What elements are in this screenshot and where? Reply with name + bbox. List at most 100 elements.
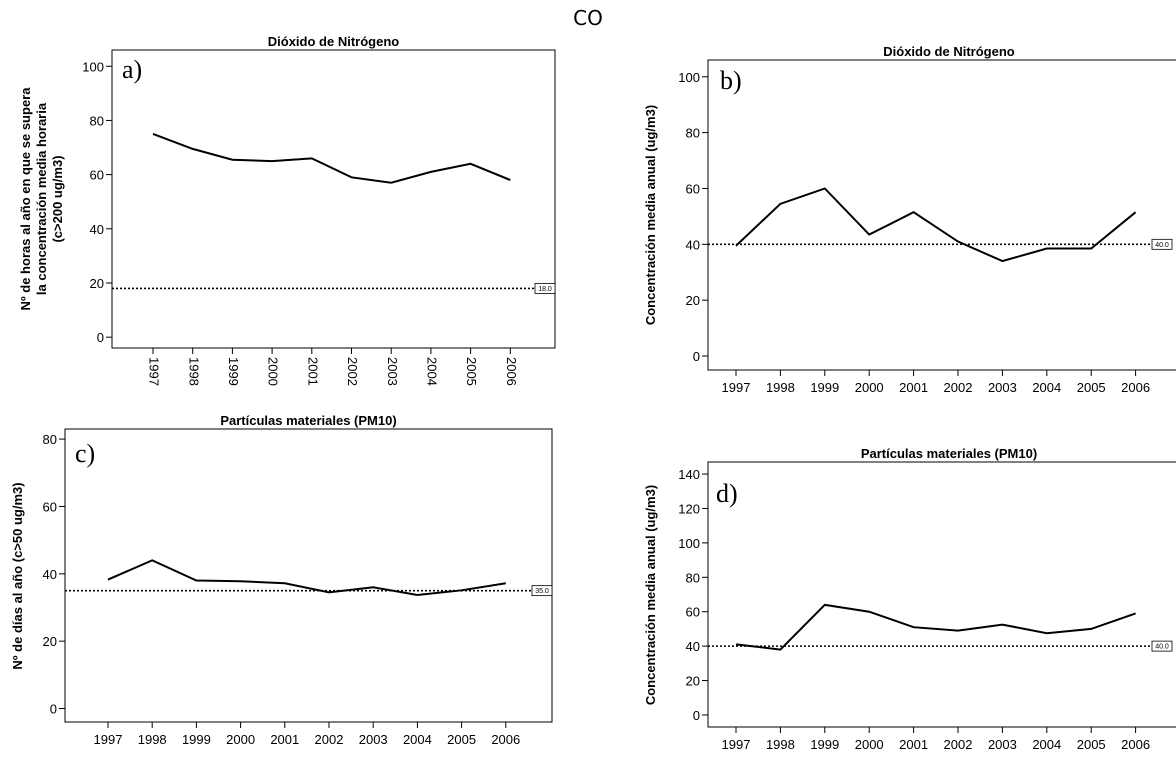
y-tick-label: 60: [43, 499, 57, 514]
y-tick-label: 40: [686, 639, 700, 654]
x-tick-label: 2001: [899, 380, 928, 395]
y-axis-label: Concentración media anual (ug/m3): [643, 485, 658, 705]
plot-frame: [707, 59, 1176, 371]
y-tick-label: 60: [90, 168, 104, 183]
data-point: [461, 589, 463, 591]
y-tick-label: 80: [686, 570, 700, 585]
y-tick-label: 120: [678, 501, 700, 516]
y-axis-label: (c>200 ug/m3): [50, 155, 65, 242]
y-axis-label: Nº de horas al año en que se supera: [18, 87, 33, 311]
series-line: [735, 187, 1137, 263]
chart-title: Dióxido de Nitrógeno: [883, 44, 1015, 59]
data-point: [1090, 248, 1092, 250]
y-tick-label: 100: [678, 70, 700, 85]
y-tick-label: 20: [686, 674, 700, 689]
data-point: [1135, 211, 1137, 213]
y-tick-label: 80: [90, 113, 104, 128]
x-tick-label: 2003: [988, 737, 1017, 752]
x-tick-label: 2004: [403, 732, 432, 747]
x-tick-label: 2005: [1077, 380, 1106, 395]
reference-label: 18.0: [538, 286, 552, 293]
data-point: [416, 594, 418, 596]
y-tick-label: 60: [686, 181, 700, 196]
data-point: [390, 182, 392, 184]
reference-label: 40.0: [1155, 644, 1169, 651]
data-point: [231, 159, 233, 161]
data-point: [735, 643, 737, 645]
data-point: [1046, 248, 1048, 250]
x-tick-label: 2005: [464, 357, 479, 386]
y-tick-label: 100: [82, 59, 104, 74]
data-point: [1090, 628, 1092, 630]
x-tick-label: 2004: [1032, 737, 1061, 752]
plot-frame: [707, 461, 1176, 728]
x-tick-label: 2000: [226, 732, 255, 747]
data-point: [1001, 260, 1003, 262]
data-point: [107, 579, 109, 581]
x-tick-label: 1997: [722, 380, 751, 395]
data-point: [1135, 612, 1137, 614]
x-tick-label: 2006: [1121, 380, 1150, 395]
chart-title: Partículas materiales (PM10): [220, 413, 396, 428]
x-tick-label: 1998: [186, 357, 201, 386]
data-point: [779, 649, 781, 651]
y-tick-label: 100: [678, 536, 700, 551]
panel-letter: a): [122, 55, 142, 84]
x-tick-label: 2001: [305, 357, 320, 386]
data-point: [913, 626, 915, 628]
data-point: [152, 133, 154, 135]
figure-title: CO: [573, 6, 603, 30]
x-tick-label: 1998: [766, 380, 795, 395]
x-tick-label: 1997: [147, 357, 162, 386]
x-tick-label: 2002: [944, 737, 973, 752]
y-tick-label: 40: [686, 237, 700, 252]
data-point: [470, 163, 472, 165]
x-tick-label: 2001: [899, 737, 928, 752]
y-tick-label: 40: [43, 567, 57, 582]
data-point: [192, 148, 194, 150]
x-tick-label: 2006: [491, 732, 520, 747]
x-tick-label: 1999: [182, 732, 211, 747]
reference-label: 40.0: [1155, 242, 1169, 249]
x-tick-label: 2002: [345, 357, 360, 386]
y-tick-label: 0: [693, 708, 700, 723]
x-tick-label: 2000: [855, 380, 884, 395]
y-tick-label: 20: [43, 634, 57, 649]
y-tick-label: 0: [50, 702, 57, 717]
series-line: [107, 559, 506, 597]
y-tick-label: 60: [686, 605, 700, 620]
chart-panel-a: Dióxido de Nitrógeno a) 0 20 40 60 80 100 1997 19…: [18, 34, 556, 386]
data-point: [957, 630, 959, 632]
data-point: [328, 591, 330, 593]
x-tick-label: 2001: [270, 732, 299, 747]
x-tick-label: 2000: [855, 737, 884, 752]
x-tick-label: 2003: [359, 732, 388, 747]
y-tick-label: 40: [90, 222, 104, 237]
data-point: [430, 171, 432, 173]
y-tick-label: 140: [678, 467, 700, 482]
data-point: [824, 604, 826, 606]
y-axis-label: Concentración media anual (ug/m3): [643, 105, 658, 325]
y-tick-label: 0: [693, 349, 700, 364]
y-tick-label: 80: [686, 126, 700, 141]
y-tick-label: 0: [97, 330, 104, 345]
data-point: [505, 582, 507, 584]
y-axis-label: la concentración media horaria: [34, 102, 49, 295]
x-tick-label: 1999: [226, 357, 241, 386]
data-point: [271, 160, 273, 162]
x-tick-label: 1997: [94, 732, 123, 747]
x-tick-label: 2004: [1032, 380, 1061, 395]
x-tick-label: 2004: [424, 357, 439, 386]
series-line: [152, 133, 511, 184]
y-tick-label: 20: [90, 276, 104, 291]
x-tick-label: 1999: [810, 380, 839, 395]
chart-title: Partículas materiales (PM10): [861, 446, 1037, 461]
reference-label-box: [534, 282, 556, 294]
data-point: [868, 611, 870, 613]
panel-letter: d): [716, 479, 738, 508]
y-tick-label: 80: [43, 432, 57, 447]
chart-panel-d: Partículas materiales (PM10) d) 0 20 40 60 80 1…: [643, 446, 1176, 752]
chart-panel-c: Partículas materiales (PM10) c) 0 20 40 60 80 1…: [10, 413, 553, 747]
panel-letter: c): [75, 439, 95, 468]
